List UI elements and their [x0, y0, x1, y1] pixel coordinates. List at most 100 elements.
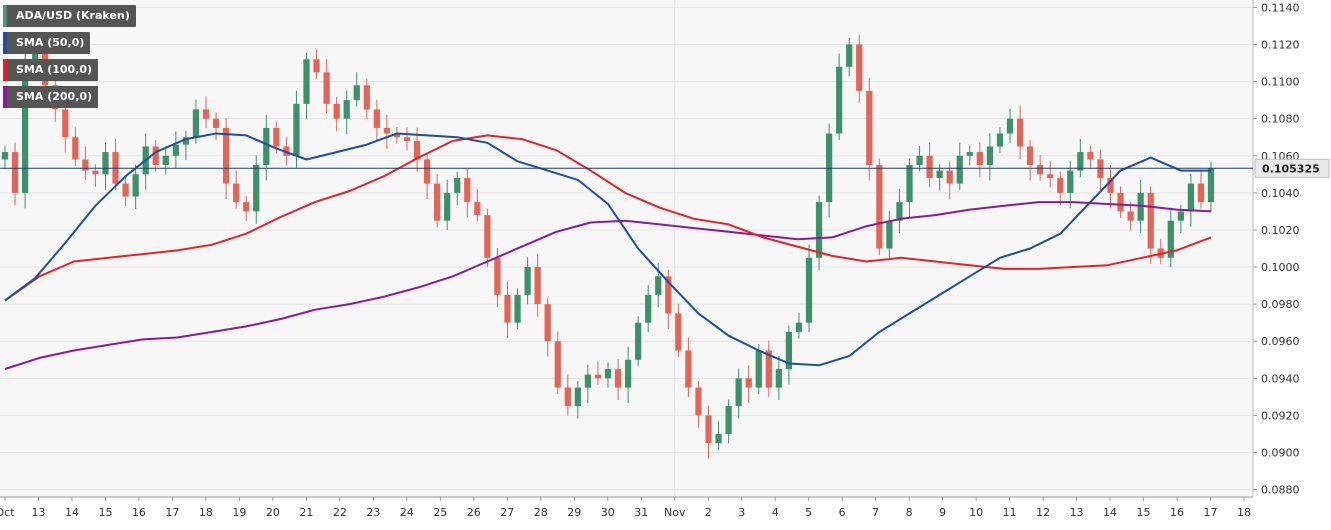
x-tick-label: 17 — [165, 506, 179, 519]
price-badge-label: 0.105325 — [1262, 162, 1320, 175]
candle-body — [996, 133, 1004, 147]
x-tick-label: 13 — [1070, 506, 1084, 519]
plot-background — [0, 0, 1253, 497]
candle-body — [1087, 152, 1094, 160]
candle-body — [1016, 118, 1024, 147]
candle-body — [162, 155, 169, 166]
candle-body — [152, 146, 159, 166]
candle-body — [805, 257, 813, 323]
candle-body — [856, 44, 863, 91]
candle-body — [413, 140, 421, 160]
x-tick-label: 31 — [634, 506, 648, 519]
candle-body — [966, 152, 973, 156]
candle-body — [464, 178, 471, 203]
legend-label-sma100: SMA (100,0) — [16, 63, 93, 76]
candle-body — [1077, 152, 1084, 171]
candle-body — [1037, 165, 1044, 175]
candle-body — [594, 374, 602, 379]
x-tick-label: 3 — [738, 506, 745, 519]
candle-body — [494, 257, 501, 295]
y-tick-label: 0.1020 — [1261, 224, 1300, 237]
candle-body — [212, 118, 220, 128]
sma-200-line — [4, 201, 1212, 370]
x-tick-label: 12 — [1036, 506, 1050, 519]
candle-body — [1197, 183, 1205, 203]
x-tick-label: Oct — [0, 506, 15, 519]
candle-body — [876, 165, 883, 249]
legend-label-pair: ADA/USD (Kraken) — [16, 9, 130, 22]
candle-body — [755, 350, 762, 388]
x-tick-label: 18 — [199, 506, 213, 519]
legend-swatch-sma50 — [3, 32, 7, 54]
y-tick-label: 0.0940 — [1261, 372, 1300, 385]
candle-body — [604, 369, 612, 379]
candle-body — [1187, 183, 1195, 212]
candle-body — [534, 267, 541, 305]
candle-body — [1026, 146, 1034, 166]
candle-body — [785, 331, 793, 370]
candle-body — [635, 322, 642, 360]
legend-label-sma200: SMA (200,0) — [16, 90, 93, 103]
candle-body — [926, 155, 933, 179]
candle-body — [705, 415, 712, 444]
x-tick-label: 19 — [232, 506, 246, 519]
x-tick-label: 16 — [132, 506, 146, 519]
x-tick-label: 11 — [1003, 506, 1017, 519]
x-tick-label: 18 — [1237, 506, 1251, 519]
candle-body — [514, 294, 521, 323]
candle-body — [665, 276, 672, 314]
x-tick-label: 8 — [906, 506, 913, 519]
y-tick-label: 0.1120 — [1261, 39, 1300, 52]
candle-body — [303, 59, 310, 104]
candle-body — [72, 137, 79, 160]
candle-body — [1147, 192, 1154, 249]
x-tick-label: 27 — [500, 506, 514, 519]
x-tick-label: 9 — [939, 506, 946, 519]
legend-item-sma200: SMA (200,0) — [3, 86, 99, 108]
x-tick-label: 17 — [1204, 506, 1218, 519]
candle-body — [313, 59, 320, 73]
candle-body — [725, 406, 732, 434]
x-tick-label: 28 — [534, 506, 548, 519]
candle-body — [956, 155, 963, 184]
candle-body — [574, 387, 581, 407]
x-tick-label: 13 — [31, 506, 45, 519]
y-tick-label: 0.0900 — [1261, 446, 1300, 459]
candle-body — [353, 85, 360, 101]
candle-body — [836, 66, 843, 134]
y-tick-label: 0.1040 — [1261, 187, 1300, 200]
y-tick-label: 0.1100 — [1261, 76, 1300, 89]
candle-body — [1167, 220, 1174, 258]
candle-body — [866, 90, 873, 166]
candle-body — [554, 341, 561, 388]
candle-body — [544, 304, 551, 342]
x-tick-label: Nov — [664, 506, 686, 519]
candle-body — [444, 192, 451, 221]
candle-body — [222, 127, 230, 184]
candle-body — [454, 178, 461, 193]
legend-item-sma100: SMA (100,0) — [3, 59, 99, 81]
candle-body — [182, 137, 190, 145]
candle-body — [484, 215, 491, 258]
candle-body — [584, 374, 592, 388]
x-tick-label: 5 — [805, 506, 812, 519]
candle-body — [685, 350, 692, 388]
candle-body — [1067, 170, 1074, 193]
x-tick-label: 25 — [433, 506, 447, 519]
candle-body — [434, 183, 441, 221]
candle-body — [102, 152, 109, 175]
candle-body — [1107, 178, 1114, 193]
x-tick-label: 6 — [839, 506, 846, 519]
candle-body — [132, 174, 139, 197]
x-tick-label: 20 — [266, 506, 280, 519]
candle-body — [775, 369, 782, 388]
candle-body — [82, 159, 89, 171]
candle-body — [976, 152, 983, 166]
x-tick-label: 15 — [1137, 506, 1151, 519]
candle-body — [675, 313, 682, 351]
candle-body — [1117, 192, 1124, 212]
candle-body — [273, 127, 280, 147]
candle-body — [1006, 118, 1014, 134]
x-tick-label: 10 — [969, 506, 983, 519]
candle-body — [795, 322, 803, 332]
